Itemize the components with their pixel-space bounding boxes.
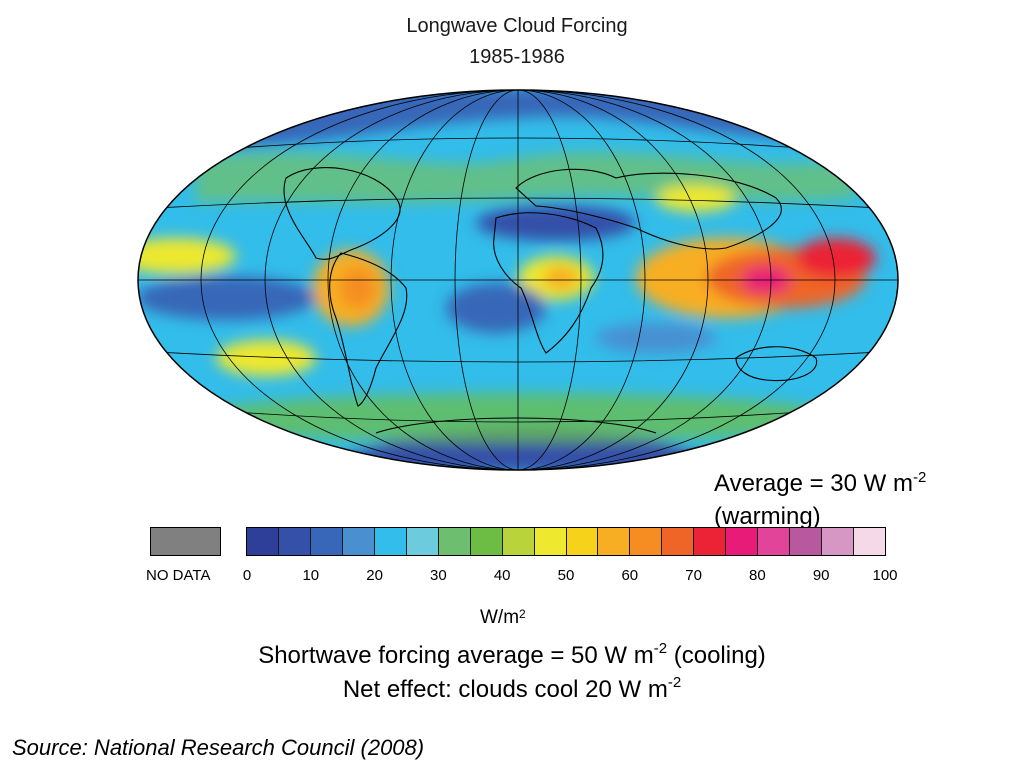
south-america-core xyxy=(340,268,376,308)
color-scale-tick-label: 70 xyxy=(685,567,702,584)
color-scale-cell xyxy=(310,528,343,555)
color-scale-cell xyxy=(438,528,471,555)
color-scale-cell xyxy=(534,528,567,555)
color-scale-tick-label: 10 xyxy=(302,567,320,584)
shortwave-average-text: Shortwave forcing average = 50 W m-2 (co… xyxy=(258,640,766,669)
graticule xyxy=(138,90,898,470)
color-scale-tick-label: 100 xyxy=(872,567,898,584)
color-scale-cell xyxy=(726,528,759,555)
world-map-longwave-forcing xyxy=(137,89,899,471)
color-scale-cell xyxy=(662,528,695,555)
color-scale-tick-label: 90 xyxy=(812,567,830,584)
average-annotation: Average = 30 W m-2 xyxy=(714,469,927,497)
legend-unit: W/m2 xyxy=(480,607,526,628)
color-scale-ticks: 0 10 20 30 40 50 60 70 80 90 100 xyxy=(0,567,1024,587)
color-scale-cell xyxy=(822,528,855,555)
color-scale-cell xyxy=(694,528,727,555)
nodata-swatch xyxy=(150,527,221,556)
color-scale-tick-label: 80 xyxy=(749,567,766,584)
west-pacific-red xyxy=(796,238,876,278)
color-scale-cell xyxy=(406,528,439,555)
sahara-dry xyxy=(476,205,636,241)
color-scale-cell xyxy=(374,528,407,555)
color-scale-cell xyxy=(470,528,503,555)
color-scale-tick-label: 0 xyxy=(242,567,252,584)
north-pacific-yellow xyxy=(656,184,736,212)
map-title: Longwave Cloud Forcing xyxy=(406,15,628,37)
indian-ocean-south-dry xyxy=(596,323,716,353)
color-scale-tick-label: 60 xyxy=(621,567,639,584)
color-scale-tick-label: 50 xyxy=(557,567,575,584)
globe-outline xyxy=(137,89,899,471)
color-scale-cell xyxy=(790,528,823,555)
color-scale-cell xyxy=(630,528,663,555)
net-effect-text: Net effect: clouds cool 20 W m-2 xyxy=(342,674,682,703)
coastlines xyxy=(283,167,818,434)
south-pacific-yellow xyxy=(216,340,316,376)
source-citation: Source: National Research Council (2008) xyxy=(12,735,425,760)
color-scale-tick-label: 40 xyxy=(493,567,511,584)
color-scale-cell xyxy=(566,528,599,555)
nodata-label: NO DATA xyxy=(146,567,211,584)
east-pacific-dry xyxy=(138,276,316,320)
color-scale-tick-label: 20 xyxy=(366,567,383,584)
color-scale-tick-label: 30 xyxy=(430,567,447,584)
color-scale-cell xyxy=(598,528,631,555)
color-scale-cell xyxy=(854,528,886,555)
color-scale-cell xyxy=(278,528,311,555)
color-scale-bar xyxy=(246,527,886,556)
south-atlantic-dry xyxy=(446,283,546,333)
warming-annotation: (warming) xyxy=(714,503,821,530)
color-scale-cell xyxy=(758,528,791,555)
color-scale-cell xyxy=(502,528,535,555)
color-scale-cell xyxy=(247,528,279,555)
africa-core xyxy=(543,266,579,290)
color-scale-cell xyxy=(342,528,375,555)
map-period: 1985-1986 xyxy=(469,46,565,68)
